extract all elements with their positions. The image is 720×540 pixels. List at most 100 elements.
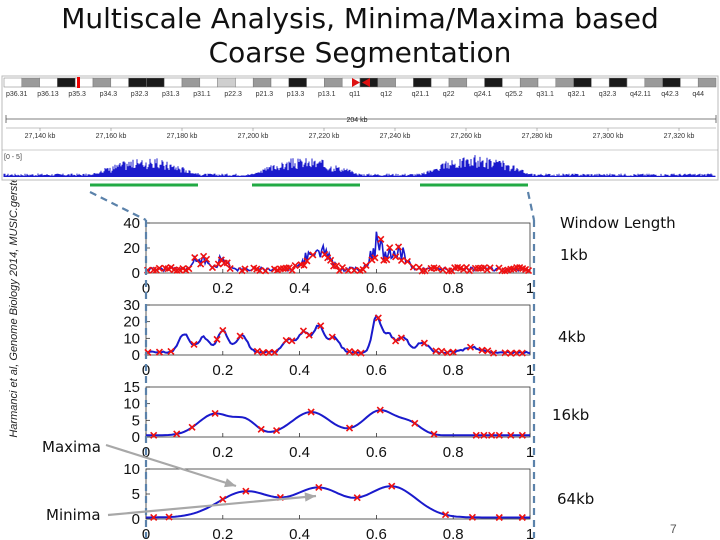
- x-tick-label: 1: [526, 444, 534, 461]
- ideogram-band-label: q25.2: [505, 91, 523, 98]
- x-tick-label: 0.4: [289, 444, 310, 461]
- extremum-marker: [219, 495, 227, 503]
- y-tick-label: 40: [123, 215, 140, 232]
- extremum-marker: [518, 431, 526, 439]
- coord-label: 27,180 kb: [167, 133, 198, 140]
- extremum-marker: [259, 349, 267, 357]
- x-tick-label: 0.8: [443, 280, 464, 297]
- extremum-marker: [518, 513, 526, 522]
- ideogram-band-label: p36.13: [37, 91, 59, 98]
- extremum-marker: [353, 494, 361, 502]
- zoom-line-right: [526, 191, 536, 221]
- y-tick-label: 20: [123, 314, 140, 331]
- ideogram-band-label: p32.3: [131, 91, 149, 98]
- extremum-marker: [507, 349, 515, 357]
- ideogram-band-label: p13.3: [287, 91, 305, 98]
- extremum-marker: [257, 425, 265, 433]
- coord-label: 27,300 kb: [593, 133, 624, 140]
- extremum-marker: [374, 314, 382, 322]
- extremum-marker: [300, 261, 308, 269]
- ideogram-band-label: q32.3: [599, 91, 617, 98]
- ideogram-band-label: q42.3: [661, 91, 679, 98]
- x-tick-label: 1: [526, 362, 534, 379]
- extremum-marker: [394, 243, 403, 251]
- genome-browser: p36.31 p36.13 p35.3 p34.3 p32.3 p31.3 p31.1 p22…: [1, 75, 719, 187]
- extremum-marker: [433, 264, 441, 272]
- extremum-marker: [173, 430, 181, 438]
- ideogram-band-label: q22: [443, 91, 455, 98]
- extremum-marker: [486, 264, 494, 272]
- extremum-marker: [489, 349, 498, 357]
- ideogram-position-marker: [77, 77, 80, 88]
- extremum-marker: [345, 347, 354, 356]
- extremum-marker: [344, 266, 352, 275]
- track-range-label: [0 - 5]: [4, 154, 22, 161]
- coord-label: 27,220 kb: [309, 133, 340, 140]
- extremum-marker: [271, 348, 279, 356]
- x-tick-label: 0.2: [212, 444, 233, 461]
- extremum-marker: [386, 244, 394, 252]
- slide-title-line1: Multiscale Analysis, Minima/Maxima based: [61, 2, 659, 35]
- extremum-marker: [512, 349, 521, 357]
- x-tick-label: 0: [142, 280, 150, 297]
- signal-track: [3, 155, 716, 177]
- extremum-marker: [167, 347, 175, 356]
- window-label-4kb: 4kb: [558, 328, 586, 346]
- extremum-marker: [443, 349, 452, 357]
- extremum-marker: [362, 261, 370, 269]
- y-tick-label: 10: [123, 330, 140, 347]
- extremum-marker: [507, 431, 515, 439]
- extremum-marker: [449, 348, 457, 356]
- extremum-marker: [253, 347, 261, 355]
- x-tick-label: 0.6: [366, 280, 387, 297]
- maxima-arrow: [105, 443, 237, 488]
- minima-arrow: [107, 494, 317, 517]
- extremum-marker: [214, 260, 222, 268]
- chart-panel-64kb: 105000.20.40.60.81: [123, 461, 534, 540]
- extremum-marker: [345, 424, 354, 432]
- extremum-marker: [468, 513, 476, 521]
- chart-panel-4kb: 302010000.20.40.60.81: [123, 297, 534, 379]
- y-tick-label: 20: [123, 240, 140, 257]
- x-tick-label: 0.2: [212, 280, 233, 297]
- ideogram-band-label: q24.1: [474, 91, 492, 98]
- extremum-marker: [524, 266, 533, 275]
- extremum-marker: [236, 332, 244, 340]
- y-tick-label: 0: [132, 511, 140, 528]
- extremum-marker: [191, 253, 199, 262]
- signal-line: [146, 409, 530, 437]
- ideogram-band-label: q42.11: [630, 91, 651, 98]
- extremum-marker: [226, 264, 234, 273]
- extremum-marker: [265, 349, 273, 357]
- minima-arrow-head: [304, 492, 316, 502]
- extremum-marker: [150, 513, 158, 521]
- ideogram-band-label: p31.3: [162, 91, 180, 98]
- x-tick-label: 0.2: [212, 362, 233, 379]
- extremum-marker: [241, 265, 249, 273]
- extremum-marker: [338, 264, 346, 272]
- extremum-marker: [484, 347, 492, 355]
- extremum-marker: [327, 256, 335, 264]
- extremum-marker: [288, 266, 296, 274]
- extremum-marker: [299, 327, 308, 335]
- coord-label: 27,200 kb: [238, 133, 269, 140]
- coord-label: 27,160 kb: [96, 133, 127, 140]
- ideogram-band-label: q31.1: [536, 91, 554, 98]
- ideogram-band: [697, 77, 717, 88]
- coord-label: 27,240 kb: [380, 133, 411, 140]
- extremum-marker: [501, 349, 509, 357]
- extremum-marker: [309, 251, 317, 259]
- extremum-marker: [438, 347, 446, 355]
- extremum-marker: [190, 340, 198, 349]
- signal-line: [145, 314, 531, 355]
- extremum-marker: [397, 256, 406, 264]
- extremum-marker: [397, 334, 405, 342]
- extremum-marker: [392, 337, 400, 345]
- extremum-marker: [317, 322, 325, 330]
- coord-label: 27,280 kb: [522, 133, 553, 140]
- x-tick-label: 0.2: [212, 526, 233, 540]
- extremum-marker: [439, 266, 447, 274]
- window-label-1kb: 1kb: [560, 246, 588, 264]
- extremum-marker: [432, 347, 440, 355]
